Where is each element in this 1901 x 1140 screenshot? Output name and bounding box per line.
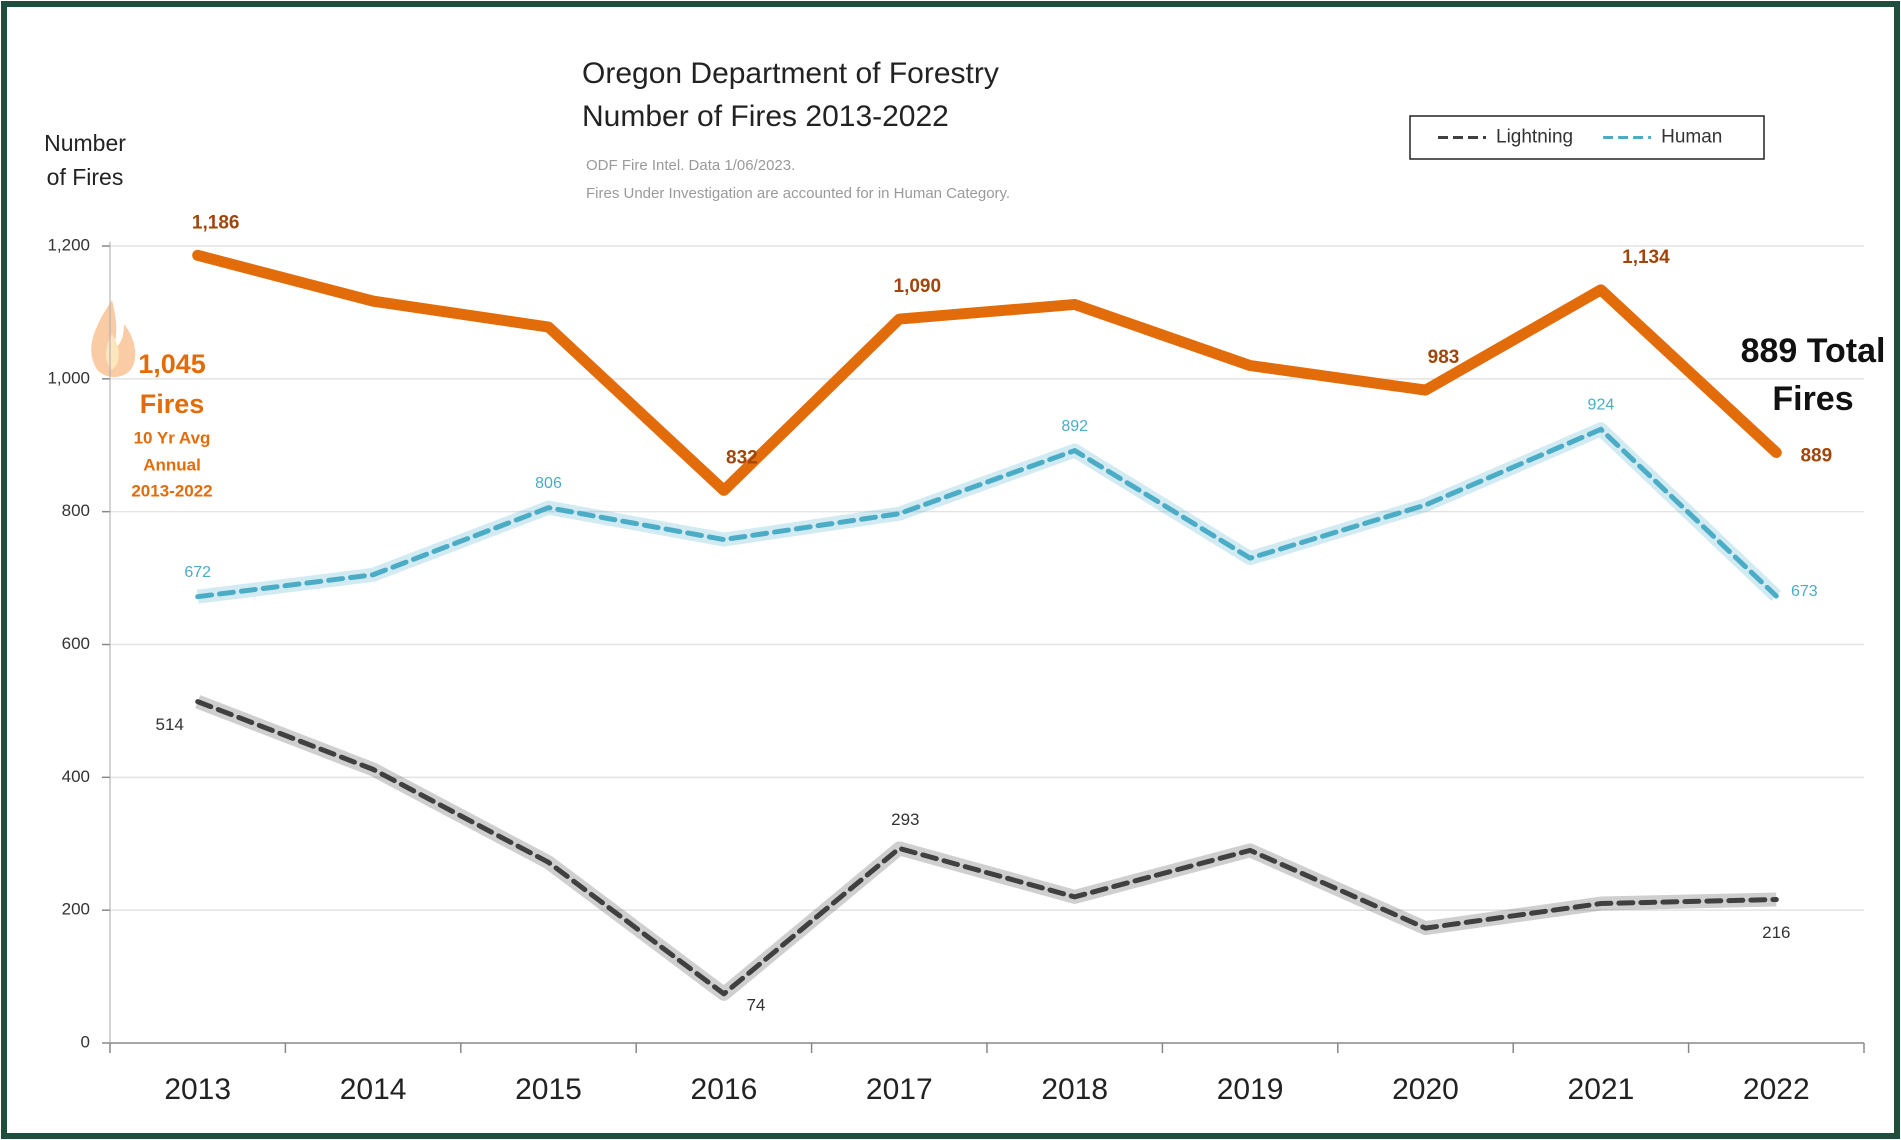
- y-tick-label: 600: [62, 634, 90, 653]
- x-tick-label: 2022: [1743, 1073, 1810, 1106]
- data-label: 1,134: [1622, 247, 1670, 268]
- line: [195, 426, 1779, 600]
- data-label: 514: [156, 715, 184, 734]
- x-tick-label: 2016: [691, 1073, 758, 1106]
- subtitle: Fires Under Investigation are accounted …: [586, 185, 1010, 202]
- y-axis-label: of Fires: [47, 164, 124, 190]
- x-tick-label: 2019: [1217, 1073, 1284, 1106]
- data-label: 806: [535, 475, 562, 492]
- y-tick-label: 400: [62, 767, 90, 786]
- average-annotation: 1,045: [138, 349, 206, 379]
- data-label: 983: [1428, 347, 1460, 368]
- average-annotation: 2013-2022: [131, 481, 212, 500]
- x-tick-label: 2015: [515, 1073, 582, 1106]
- legend-label: Lightning: [1496, 127, 1573, 148]
- x-tick-label: 2018: [1041, 1073, 1108, 1106]
- y-tick-label: 1,200: [47, 235, 90, 254]
- y-tick-label: 0: [81, 1032, 90, 1051]
- average-annotation: Annual: [143, 455, 201, 474]
- x-tick-label: 2020: [1392, 1073, 1459, 1106]
- fire-icon: [91, 300, 136, 377]
- y-tick-label: 200: [62, 900, 90, 919]
- legend-label: Human: [1661, 127, 1722, 148]
- data-label: 1,090: [894, 276, 942, 297]
- line: [195, 699, 1779, 997]
- total-annotation: 889 Total: [1741, 332, 1886, 370]
- subtitle: ODF Fire Intel. Data 1/06/2023.: [586, 157, 795, 174]
- data-label: 216: [1762, 923, 1790, 942]
- data-label: 832: [726, 447, 758, 468]
- legend: Lightning Human: [1409, 115, 1765, 160]
- x-tick-label: 2014: [340, 1073, 407, 1106]
- data-label: 924: [1588, 397, 1615, 414]
- average-annotation: 10 Yr Avg: [134, 428, 211, 447]
- x-tick-label: 2017: [866, 1073, 933, 1106]
- line: [192, 249, 1782, 496]
- data-label: 673: [1791, 583, 1818, 600]
- x-tick-label: 2021: [1568, 1073, 1635, 1106]
- data-label: 74: [746, 995, 765, 1014]
- x-tick-label: 2013: [164, 1073, 231, 1106]
- data-label: 672: [184, 564, 211, 581]
- chart-title: Number of Fires 2013-2022: [582, 100, 949, 133]
- data-label: 889: [1800, 446, 1832, 467]
- data-label: 892: [1061, 418, 1088, 435]
- total-annotation: Fires: [1772, 380, 1853, 418]
- y-axis-label: Number: [44, 130, 126, 156]
- chart-title: Oregon Department of Forestry: [582, 57, 999, 90]
- data-label: 293: [891, 810, 919, 829]
- y-tick-label: 1,000: [47, 368, 90, 387]
- data-label: 1,186: [192, 212, 240, 233]
- y-tick-label: 800: [62, 501, 90, 520]
- average-annotation: Fires: [140, 389, 205, 419]
